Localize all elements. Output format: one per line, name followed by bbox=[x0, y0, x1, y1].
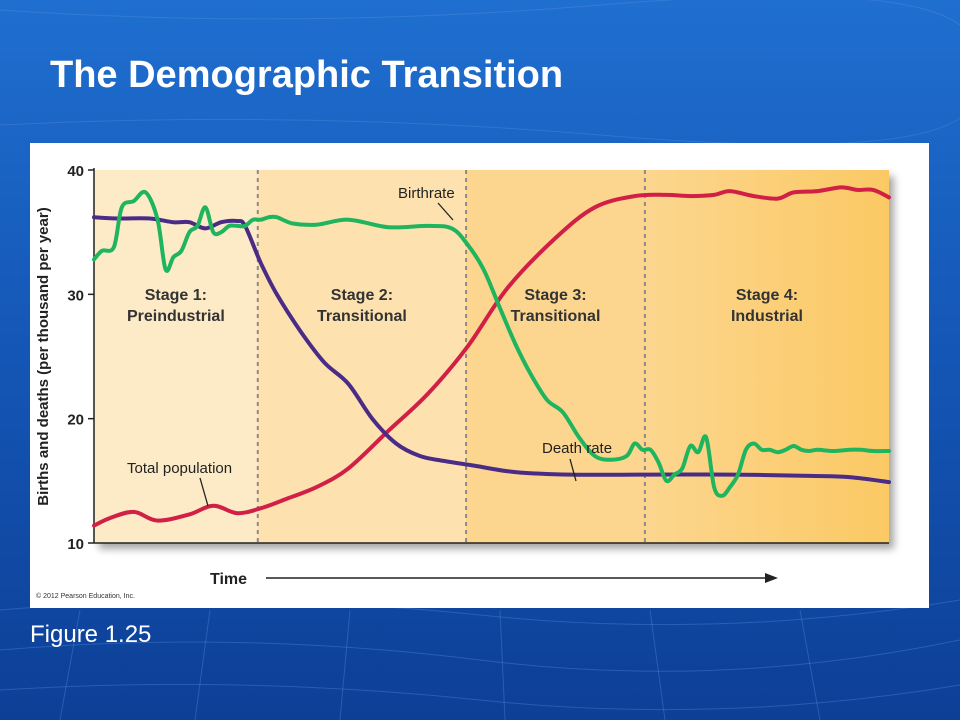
stage-2-title: Stage 2: bbox=[331, 287, 393, 304]
y-tick-label: 20 bbox=[67, 412, 84, 429]
birthrate-line bbox=[92, 189, 891, 498]
stage-band-3 bbox=[466, 170, 645, 543]
chart-panel: 10 20 30 40 Births and deaths (per thousand … bbox=[30, 143, 929, 608]
y-tick-label: 40 bbox=[67, 163, 84, 180]
stage-band-1 bbox=[94, 170, 258, 543]
axes: 10 20 30 40 Births and deaths (per thousand … bbox=[35, 163, 889, 600]
y-tick-label: 10 bbox=[67, 536, 84, 553]
demographic-transition-chart: 10 20 30 40 Births and deaths (per thousand … bbox=[35, 163, 891, 600]
stage-band-4 bbox=[644, 170, 889, 543]
y-tick-label: 30 bbox=[67, 287, 84, 304]
figure-caption: Figure 1.25 bbox=[30, 621, 152, 648]
slide-title: The Demographic Transition bbox=[50, 54, 564, 96]
death-rate-leader-line bbox=[569, 458, 577, 482]
total-population-leader-line bbox=[199, 477, 209, 507]
stage-1-title: Stage 1: bbox=[145, 287, 207, 304]
stage-backgrounds bbox=[94, 170, 889, 543]
stage-1-name: Preindustrial bbox=[127, 308, 225, 325]
time-arrow-head bbox=[765, 573, 778, 583]
stage-3-title: Stage 3: bbox=[524, 287, 586, 304]
stage-dividers bbox=[256, 170, 646, 543]
stage-4-title: Stage 4: bbox=[736, 287, 798, 304]
death-rate-annotation: Death rate bbox=[542, 440, 612, 457]
total-population-annotation: Total population bbox=[127, 460, 232, 477]
stage-band-2 bbox=[257, 170, 467, 543]
stage-4-name: Industrial bbox=[731, 308, 803, 325]
death-rate-line bbox=[92, 215, 891, 485]
chart-labels: Stage 1: Preindustrial Stage 2: Transitiona… bbox=[127, 185, 803, 507]
birthrate-annotation: Birthrate bbox=[398, 185, 455, 202]
birthrate-leader-line bbox=[437, 202, 454, 221]
x-axis-title: Time bbox=[210, 571, 247, 588]
y-axis-title: Births and deaths (per thousand per year… bbox=[35, 207, 52, 505]
series-lines bbox=[92, 185, 891, 528]
stage-3-name: Transitional bbox=[511, 308, 601, 325]
copyright-note: © 2012 Pearson Education, Inc. bbox=[36, 592, 135, 600]
total-population-line bbox=[92, 185, 891, 528]
stage-2-name: Transitional bbox=[317, 308, 407, 325]
